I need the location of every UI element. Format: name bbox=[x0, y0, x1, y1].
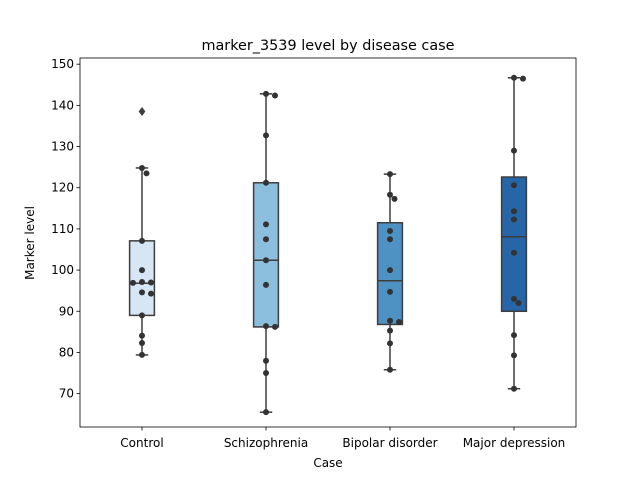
data-point bbox=[387, 191, 393, 198]
y-tick-label: 70 bbox=[59, 387, 74, 401]
data-point bbox=[263, 323, 269, 330]
y-tick-label: 80 bbox=[59, 345, 74, 359]
iqr-box bbox=[252, 182, 280, 328]
x-axis-label: Case bbox=[313, 456, 342, 470]
data-point bbox=[139, 267, 145, 274]
data-point bbox=[139, 312, 145, 319]
y-tick-label: 90 bbox=[59, 304, 74, 318]
data-point bbox=[263, 221, 269, 228]
data-point bbox=[511, 385, 517, 392]
data-point bbox=[387, 366, 393, 373]
data-point bbox=[143, 170, 150, 177]
data-point bbox=[515, 300, 522, 307]
data-point bbox=[511, 74, 517, 81]
data-point bbox=[148, 290, 154, 297]
outlier-point bbox=[138, 107, 146, 117]
data-point bbox=[263, 357, 269, 364]
data-point bbox=[387, 236, 393, 243]
y-tick-label: 140 bbox=[51, 98, 74, 112]
data-point bbox=[139, 237, 145, 244]
data-point bbox=[387, 267, 393, 274]
y-tick-label: 130 bbox=[51, 140, 74, 154]
data-point bbox=[263, 281, 269, 288]
data-point bbox=[263, 257, 269, 264]
x-tick-label: Bipolar disorder bbox=[342, 436, 437, 450]
data-point bbox=[511, 249, 517, 256]
iqr-box bbox=[128, 240, 156, 317]
data-point bbox=[511, 332, 517, 339]
data-point bbox=[263, 179, 269, 186]
plot-area: 70 80 90 100 110 120 130 140 150 Control Schizophr… bbox=[51, 57, 577, 450]
data-point bbox=[148, 279, 154, 286]
data-point bbox=[139, 339, 145, 346]
x-tick-label: Major depression bbox=[463, 436, 566, 450]
x-tick-label: Control bbox=[120, 436, 163, 450]
x-tick-label: Schizophrenia bbox=[224, 436, 308, 450]
data-point bbox=[387, 171, 393, 178]
data-point bbox=[130, 279, 136, 286]
iqr-box bbox=[500, 176, 528, 313]
data-point bbox=[511, 295, 517, 302]
box-group-0 bbox=[128, 107, 156, 358]
data-point bbox=[139, 332, 145, 339]
data-point bbox=[263, 90, 269, 97]
box-group-1 bbox=[252, 90, 280, 416]
data-point bbox=[272, 92, 278, 99]
box-group-2 bbox=[376, 171, 404, 373]
data-point bbox=[391, 195, 398, 202]
data-point bbox=[387, 288, 393, 295]
data-point bbox=[263, 236, 269, 243]
data-point bbox=[511, 182, 517, 189]
plot-frame bbox=[79, 57, 577, 428]
data-point bbox=[511, 147, 517, 154]
data-point bbox=[272, 323, 278, 330]
data-point bbox=[263, 370, 269, 377]
data-point bbox=[387, 340, 393, 347]
y-axis-label: Marker level bbox=[23, 206, 37, 280]
data-point bbox=[387, 317, 393, 324]
data-point bbox=[511, 352, 517, 359]
data-point bbox=[139, 164, 145, 171]
data-point bbox=[511, 208, 517, 215]
data-point bbox=[139, 289, 145, 296]
y-tick-label: 110 bbox=[51, 222, 74, 236]
data-point bbox=[387, 227, 393, 234]
data-point bbox=[263, 409, 269, 416]
data-point bbox=[139, 279, 145, 286]
data-point bbox=[396, 318, 402, 325]
data-point bbox=[511, 216, 517, 223]
y-tick-label: 100 bbox=[51, 263, 74, 277]
data-point bbox=[263, 132, 269, 139]
y-tick-label: 120 bbox=[51, 181, 74, 195]
y-tick-label: 150 bbox=[51, 57, 74, 71]
data-point bbox=[387, 327, 393, 334]
data-point bbox=[520, 75, 526, 82]
data-point bbox=[139, 351, 145, 358]
chart-title: marker_3539 level by disease case bbox=[201, 38, 454, 54]
box-group-3 bbox=[500, 74, 528, 392]
